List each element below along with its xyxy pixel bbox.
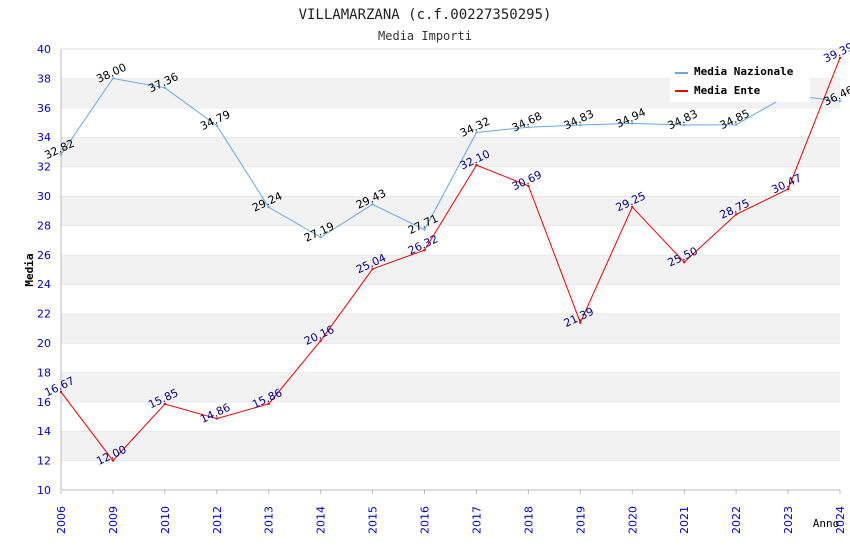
data-point: [683, 123, 686, 127]
y-tick-label: 40: [37, 43, 51, 56]
data-point: [423, 248, 426, 252]
data-point: [579, 123, 582, 127]
x-tick-label: 2012: [211, 506, 224, 534]
x-tick-label: 2006: [55, 506, 68, 534]
x-tick-label: 2018: [522, 506, 535, 534]
data-point: [579, 321, 582, 324]
data-point: [683, 260, 686, 264]
data-point: [527, 126, 530, 129]
series-line-nazionale: [60, 77, 841, 238]
chart-title: VILLAMARZANA (c.f.00227350295): [299, 7, 552, 23]
data-point: [59, 390, 63, 394]
legend: Media Nazionale Media Ente: [670, 62, 810, 102]
x-axis-ticks: 2006 2009 2010 2012 2013 2014 2015 2016 2017 2018…: [55, 490, 847, 534]
data-point: [319, 236, 322, 239]
grid-band: [61, 401, 840, 432]
series-lines: [59, 56, 842, 462]
data-point: [786, 187, 790, 191]
data-point: [371, 267, 374, 271]
legend-label-ente: Media Ente: [694, 84, 761, 97]
legend-box: [670, 62, 810, 102]
data-point: [423, 228, 426, 231]
x-tick-label: 2021: [678, 506, 691, 534]
grid-band: [61, 196, 840, 226]
y-tick-label: 26: [37, 249, 51, 262]
x-tick-label: 2010: [159, 506, 172, 534]
data-point: [111, 77, 115, 80]
data-point: [734, 213, 738, 216]
series-line-ente: [60, 57, 841, 462]
data-point: [111, 459, 115, 462]
y-tick-label: 30: [37, 190, 51, 203]
y-tick-label: 14: [37, 425, 51, 438]
y-tick-label: 24: [37, 278, 51, 291]
data-point: [475, 131, 478, 134]
x-tick-label: 2023: [782, 506, 795, 534]
data-point: [838, 99, 842, 103]
data-point: [734, 123, 738, 126]
chart-subtitle: Media Importi: [378, 29, 472, 43]
data-point: [59, 153, 63, 156]
y-tick-label: 36: [37, 102, 51, 115]
x-tick-label: 2013: [263, 506, 276, 534]
x-tick-label: 2016: [419, 506, 432, 534]
data-point: [163, 402, 167, 406]
x-axis-title: Anno: [813, 517, 840, 530]
data-point: [371, 203, 374, 206]
x-tick-label: 2022: [730, 506, 743, 534]
x-tick-label: 2015: [367, 506, 380, 534]
grid-band: [61, 431, 840, 461]
y-tick-label: 38: [37, 72, 51, 85]
data-point: [631, 122, 634, 125]
data-point: [267, 205, 270, 209]
data-point: [475, 163, 478, 167]
y-axis-ticks: 10 12 14 16 18 20 22 24 26 28 30 32 34 36 38 40: [37, 43, 51, 497]
data-point: [215, 124, 218, 127]
grid-band: [61, 372, 840, 402]
x-tick-label: 2017: [470, 506, 483, 534]
y-tick-label: 16: [37, 396, 51, 409]
grid-band: [61, 137, 840, 167]
data-point: [527, 184, 530, 188]
grid-band: [61, 343, 840, 373]
grid-band: [61, 254, 840, 285]
axes: [60, 49, 840, 491]
x-tick-label: 2009: [107, 506, 120, 534]
grid-band: [61, 107, 840, 138]
grid-band: [61, 460, 840, 490]
data-point: [267, 402, 270, 406]
y-tick-label: 32: [37, 161, 51, 174]
y-tick-label: 10: [37, 484, 51, 497]
data-point: [215, 417, 218, 420]
grid-band: [61, 313, 840, 343]
grid-band: [61, 225, 840, 255]
x-tick-label: 2019: [574, 506, 587, 534]
x-tick-label: 2024: [834, 506, 847, 534]
x-tick-label: 2020: [626, 506, 639, 534]
data-point: [163, 86, 167, 90]
data-point: [838, 56, 842, 60]
y-tick-label: 12: [37, 455, 51, 468]
y-tick-label: 20: [37, 337, 51, 350]
y-tick-label: 28: [37, 219, 51, 232]
y-axis-title: Media: [23, 253, 36, 286]
grid-band: [61, 284, 840, 314]
y-tick-label: 18: [37, 366, 51, 379]
x-tick-label: 2014: [315, 506, 328, 534]
y-tick-label: 34: [37, 131, 51, 144]
data-point: [631, 205, 634, 209]
data-point: [319, 339, 322, 342]
y-tick-label: 22: [37, 308, 51, 321]
background-bands: [61, 48, 840, 490]
legend-label-nazionale: Media Nazionale: [694, 65, 794, 78]
